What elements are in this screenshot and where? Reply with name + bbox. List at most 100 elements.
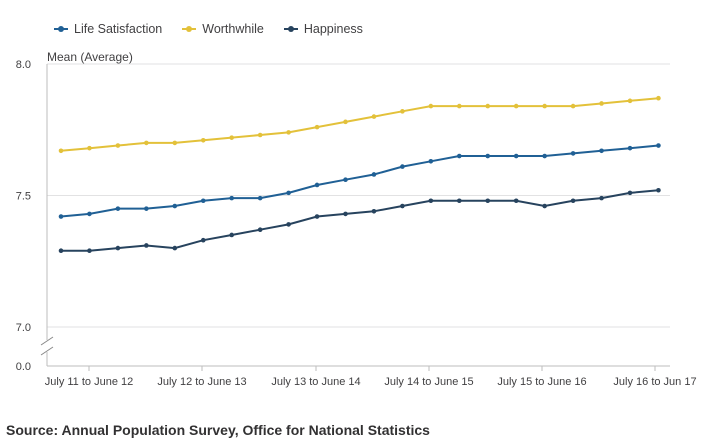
data-point [172, 140, 178, 146]
data-point [542, 153, 547, 159]
y-tick-label: 0.0 [16, 361, 31, 373]
data-point [513, 198, 519, 204]
x-tick-label: July 12 to June 13 [157, 376, 246, 388]
data-point [286, 222, 291, 227]
data-point [257, 195, 263, 201]
data-point [200, 237, 206, 243]
data-point [457, 103, 462, 109]
data-point [115, 245, 121, 251]
legend-swatch-life-satisfaction [54, 26, 68, 32]
data-point [428, 159, 434, 164]
data-point [87, 248, 92, 254]
data-point [485, 153, 491, 159]
grid-lines [47, 63, 670, 328]
x-tick-label: July 11 to June 12 [45, 376, 133, 388]
data-point [400, 164, 405, 169]
data-point [115, 143, 121, 148]
data-point [656, 187, 661, 193]
data-point [314, 214, 320, 219]
x-tick-label: July 16 to Jun 17 [613, 376, 696, 388]
data-point [542, 203, 547, 209]
data-point [144, 243, 149, 248]
x-tick-label: July 15 to June 16 [497, 376, 586, 388]
data-point [570, 103, 576, 109]
series-happiness [58, 187, 661, 254]
data-point [599, 101, 604, 106]
y-tick-label: 7.5 [16, 191, 31, 203]
data-point [400, 109, 405, 114]
data-point [115, 206, 121, 211]
legend-item-happiness[interactable]: Happiness [283, 22, 363, 36]
y-tick-label: 7.0 [16, 322, 31, 334]
data-point [87, 211, 92, 217]
data-point [457, 153, 462, 159]
x-tick-label: July 14 to June 15 [384, 376, 473, 388]
series-line [60, 144, 659, 218]
legend-label-happiness: Happiness [303, 22, 363, 36]
data-point [286, 130, 291, 135]
legend-item-life-satisfaction[interactable]: Life Satisfaction [54, 22, 162, 36]
data-point [627, 190, 633, 196]
data-point [457, 198, 462, 204]
data-point [58, 248, 64, 254]
data-point [172, 245, 178, 251]
data-point [257, 227, 263, 232]
data-point [570, 198, 576, 204]
axes: 8.0 7.5 7.0 0.0 July 11 to June 12 July 12 to… [16, 59, 697, 388]
data-point [343, 211, 348, 217]
axis-break-mark [40, 336, 54, 346]
series-line [61, 189, 659, 252]
y-tick-label: 8.0 [16, 59, 31, 71]
data-point [371, 208, 377, 214]
data-point [371, 114, 377, 119]
data-point [257, 132, 263, 138]
series-life-satisfaction [58, 143, 661, 219]
legend-label-worthwhile: Worthwhile [202, 22, 264, 36]
data-point [485, 103, 491, 109]
data-point [286, 190, 291, 196]
data-point [656, 143, 661, 148]
chart-legend: Life Satisfaction Worthwhile Happiness [54, 22, 363, 36]
legend-item-worthwhile[interactable]: Worthwhile [182, 22, 264, 36]
data-point [371, 172, 377, 177]
data-point [229, 232, 234, 238]
legend-swatch-happiness [283, 26, 298, 32]
data-point [58, 148, 64, 154]
data-point [485, 198, 491, 204]
data-point [400, 203, 405, 209]
series-worthwhile [58, 95, 661, 154]
data-point [542, 103, 547, 109]
data-point [229, 135, 234, 140]
data-point [229, 195, 234, 201]
data-point [428, 198, 434, 204]
data-point [172, 203, 178, 209]
data-point [343, 177, 348, 183]
data-point [627, 98, 633, 104]
data-point [144, 206, 149, 211]
y-axis-label: Mean (Average) [47, 50, 133, 64]
axis-break-mark [40, 346, 54, 356]
data-point [58, 214, 64, 219]
data-point [200, 198, 206, 204]
data-point [314, 124, 320, 130]
data-point [599, 195, 604, 201]
data-point [144, 140, 149, 146]
data-point [428, 103, 434, 109]
series-line [60, 97, 659, 152]
data-point [200, 137, 206, 143]
series-layer [58, 95, 661, 254]
legend-swatch-worthwhile [182, 26, 197, 32]
source-note: Source: Annual Population Survey, Office… [6, 422, 430, 438]
data-point [570, 151, 576, 156]
data-point [599, 148, 604, 154]
data-point [314, 182, 320, 188]
legend-label-life-satisfaction: Life Satisfaction [74, 22, 163, 36]
data-point [343, 119, 348, 125]
data-point [627, 145, 633, 151]
data-point [656, 95, 661, 101]
data-point [513, 153, 519, 159]
data-point [513, 103, 519, 109]
x-tick-label: July 13 to June 14 [271, 376, 360, 388]
data-point [87, 145, 92, 151]
